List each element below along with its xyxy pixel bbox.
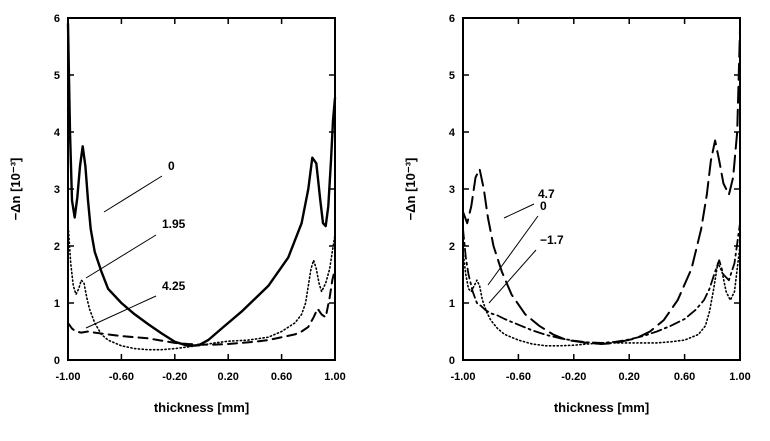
annotation-leader-line — [85, 295, 157, 329]
annotation-leader-line — [503, 203, 535, 219]
series-annotation-label: 0 — [168, 159, 175, 173]
left-chart-panel: 0 1 2 3 4 5 6 -1.00 -0.60 -0.20 0.20 0.60 1.00 thickn… — [8, 13, 346, 415]
series-line-2 — [462, 222, 741, 344]
x-tick-label: 0.20 — [217, 371, 238, 383]
y-tick-label: 1 — [54, 298, 60, 310]
series-line-1 — [66, 22, 337, 347]
series-annotation-label: 4.25 — [162, 279, 186, 293]
x-tick-label: -0.20 — [561, 371, 586, 383]
y-tick-label: 6 — [449, 13, 455, 25]
y-tick-label: 0 — [449, 355, 455, 367]
series-annotation-label: 4.7 — [538, 187, 555, 201]
x-tick-label: -0.20 — [162, 371, 187, 383]
x-tick-label: 0.60 — [674, 371, 695, 383]
series-annotation-label: 1.95 — [162, 217, 186, 231]
annotation-leader-line — [103, 175, 163, 213]
x-tick-label: 1.00 — [324, 371, 345, 383]
plot-frame — [462, 17, 741, 361]
y-tick-label: 4 — [54, 127, 61, 139]
series-line-3 — [67, 267, 336, 346]
y-tick-label: 4 — [449, 127, 456, 139]
annotation-leader-line — [488, 249, 537, 304]
y-tick-label: 2 — [449, 241, 455, 253]
x-tick-label: 0.20 — [618, 371, 639, 383]
y-axis-label: −Δn [10⁻³] — [403, 158, 418, 221]
x-axis-label: thickness [mm] — [554, 400, 649, 415]
x-tick-label: 0.60 — [271, 371, 292, 383]
y-tick-label: 3 — [449, 184, 455, 196]
x-tick-label: -1.00 — [450, 371, 475, 383]
y-tick-label: 3 — [54, 184, 60, 196]
plot-frame — [67, 17, 336, 361]
y-tick-label: 0 — [54, 355, 60, 367]
series-line-3 — [462, 245, 741, 347]
series-annotation-label: −1.7 — [540, 233, 564, 247]
y-tick-label: 5 — [54, 70, 60, 82]
series-annotation-label: 0 — [540, 199, 547, 213]
series-line-2 — [67, 222, 336, 351]
y-tick-label: 6 — [54, 13, 60, 25]
x-tick-label: 1.00 — [729, 371, 750, 383]
series-line-1 — [462, 28, 741, 345]
y-axis-label: −Δn [10⁻³] — [8, 158, 23, 221]
y-tick-label: 5 — [449, 70, 455, 82]
annotation-leader-line — [85, 234, 157, 279]
x-axis-label: thickness [mm] — [154, 400, 249, 415]
x-tick-label: -0.60 — [109, 371, 134, 383]
y-tick-label: 1 — [449, 298, 455, 310]
right-chart-panel: 0 1 2 3 4 5 6 -1.00 -0.60 -0.20 0.20 0.60 1.00 thickn… — [403, 13, 751, 415]
y-tick-label: 2 — [54, 241, 60, 253]
x-tick-label: -1.00 — [55, 371, 80, 383]
x-tick-label: -0.60 — [506, 371, 531, 383]
annotation-leader-line — [487, 215, 539, 286]
